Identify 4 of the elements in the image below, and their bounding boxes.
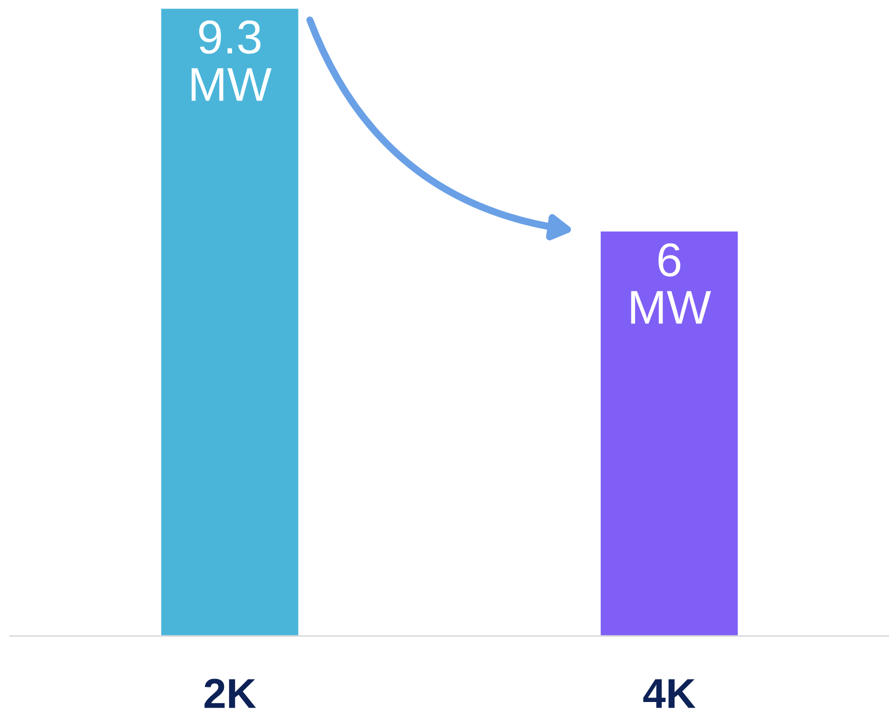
x-tick-label: 4K: [643, 679, 696, 708]
x-tick-label: 2K: [204, 678, 256, 708]
data-label: 6 MW: [631, 243, 712, 324]
data-label: 9.3 MW: [192, 20, 272, 101]
